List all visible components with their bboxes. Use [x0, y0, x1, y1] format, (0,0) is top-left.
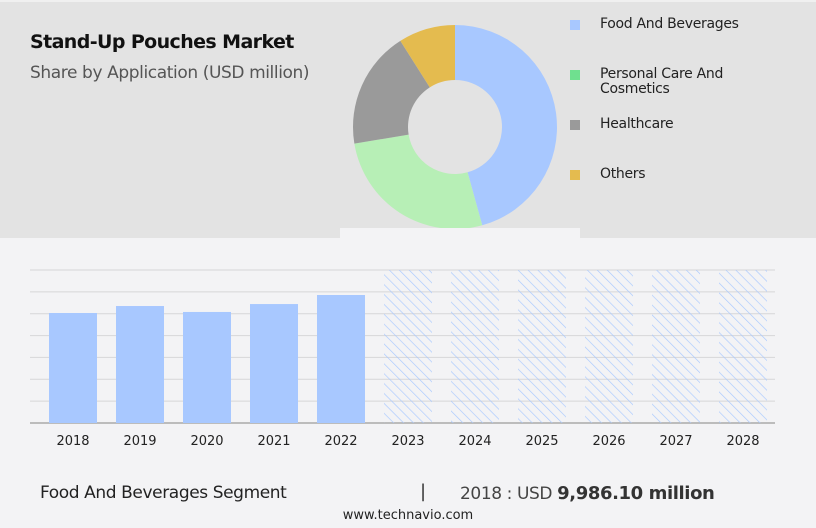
footer-separator: |: [420, 481, 427, 502]
x-tick-label: 2023: [391, 434, 424, 449]
legend-swatch: [570, 20, 580, 30]
footer-value-amount: 9,986.10 million: [557, 483, 715, 504]
legend-label: Others: [600, 166, 646, 182]
legend-item-others: Others: [570, 166, 780, 200]
x-tick-label: 2027: [659, 434, 692, 449]
legend-item-food: Food And Beverages: [570, 16, 780, 50]
x-tick-label: 2022: [324, 434, 357, 449]
x-tick-label: 2019: [123, 434, 156, 449]
legend-label: Personal Care And Cosmetics: [600, 66, 724, 97]
x-tick-label: 2028: [726, 434, 759, 449]
legend-swatch: [570, 120, 580, 130]
legend-label: Healthcare: [600, 116, 674, 132]
footer-segment: Food And Beverages Segment: [40, 483, 287, 503]
bar-2020: [183, 311, 231, 423]
x-tick-label: 2025: [525, 434, 558, 449]
legend-swatch: [570, 70, 580, 80]
x-tick-label: 2026: [592, 434, 625, 449]
legend-label: Food And Beverages: [600, 16, 739, 32]
legend-item-healthcare: Healthcare: [570, 116, 780, 150]
x-tick-label: 2024: [458, 434, 491, 449]
x-tick-label: 2018: [56, 434, 89, 449]
x-axis-ticks: 2018 2019 2020 2021 2022 2023 2024 2025 2026 2027…: [56, 434, 759, 449]
site-url: www.technavio.com: [342, 508, 474, 523]
forecast-bar-2023: [384, 270, 432, 423]
legend-item-personal-care: Personal Care And Cosmetics: [570, 66, 780, 100]
grid-lines: [30, 269, 775, 424]
legend-swatch: [570, 170, 580, 180]
forecast-bar-2024: [451, 270, 499, 423]
footer-year-label: 2018 : USD: [460, 484, 553, 504]
bar-2022: [317, 295, 365, 423]
bar-2019: [116, 306, 164, 423]
forecast-bar-2026: [585, 270, 633, 423]
forecast-bar-2025: [518, 270, 566, 423]
footer-value: 2018 : USD 9,986.10 million: [460, 483, 715, 504]
chart-title: Stand-Up Pouches Market: [30, 31, 294, 53]
x-tick-label: 2021: [257, 434, 290, 449]
x-tick-label: 2020: [190, 434, 223, 449]
chart-subtitle: Share by Application (USD million): [30, 63, 310, 83]
forecast-bar-2028: [719, 270, 767, 423]
bars: [49, 270, 767, 423]
bar-2021: [250, 304, 298, 423]
bar-2018: [49, 313, 97, 423]
forecast-bar-2027: [652, 270, 700, 423]
